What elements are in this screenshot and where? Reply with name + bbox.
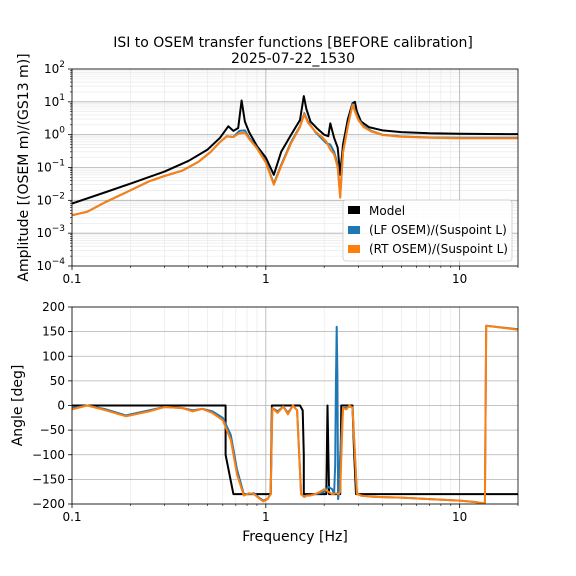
amp-ytick-base: 10: [44, 95, 59, 109]
phase-xtick-label: 1: [262, 510, 270, 524]
phase-series-rt: [72, 324, 518, 504]
legend-frame: [342, 199, 513, 262]
phase-xlabel: Frequency [Hz]: [242, 529, 348, 545]
phase-series-model: [72, 404, 518, 496]
amp-ytick-base: 10: [44, 62, 59, 76]
phase-ytick-label: 50: [50, 374, 65, 388]
amp-ytick-label: 10−3: [36, 224, 65, 240]
amp-ytick-label: 100: [44, 126, 65, 142]
amp-series-lf: [72, 103, 518, 217]
amp-ytick-exponent: 0: [59, 126, 65, 136]
amp-ytick-base: 10: [36, 161, 51, 175]
legend-label-model: Model: [369, 204, 405, 218]
figure-subtitle: 2025-07-22_1530: [231, 51, 355, 67]
amp-ytick-exponent: 1: [59, 93, 65, 103]
amp-ytick-label: 102: [44, 60, 65, 76]
amp-ytick-label: 10−1: [36, 159, 65, 175]
legend: Model (LF OSEM)/(Suspoint L) (RT OSEM)/(…: [342, 199, 513, 262]
amp-xtick-label: 10: [452, 272, 467, 286]
phase-series-lf: [72, 324, 518, 504]
phase-ytick-label: 100: [42, 349, 65, 363]
amp-ytick-exponent: −4: [52, 257, 66, 267]
legend-swatch-model: [348, 206, 360, 214]
figure-title: ISI to OSEM transfer functions [BEFORE c…: [113, 35, 473, 51]
amp-ytick-label: 10−4: [36, 257, 65, 273]
amp-series-rt: [72, 104, 518, 217]
amp-ytick-base: 10: [36, 193, 51, 207]
amp-ytick-label: 10−2: [36, 191, 65, 207]
phase-xtick-label: 10: [452, 510, 467, 524]
legend-swatch-rt: [348, 245, 360, 253]
amp-ytick-label: 101: [44, 93, 65, 109]
amp-xtick-label: 0.1: [62, 272, 81, 286]
legend-swatch-lf: [348, 226, 360, 234]
phase-series: [72, 324, 518, 504]
phase-ylabel: Angle [deg]: [10, 365, 26, 447]
amp-ytick-base: 10: [36, 259, 51, 273]
amp-ytick-exponent: −2: [52, 191, 65, 201]
amp-ytick-base: 10: [44, 128, 59, 142]
legend-label-lf: (LF OSEM)/(Suspoint L): [369, 223, 507, 237]
amp-series-model: [72, 95, 518, 205]
phase-ytick-label: −200: [32, 497, 65, 511]
phase-ytick-label: −150: [32, 472, 65, 486]
phase-panel: 0.1 1 10 200 150 100 50 0 −50 −100 −150 −200 Angle …: [10, 300, 519, 545]
phase-ytick-label: −50: [40, 423, 65, 437]
legend-label-rt: (RT OSEM)/(Suspoint L): [369, 242, 508, 256]
amp-ytick-exponent: −3: [52, 224, 65, 234]
amplitude-ylabel: Amplitude [(OSEM m)/(GS13 m)]: [16, 53, 32, 281]
phase-ytick-label: −100: [32, 448, 65, 462]
phase-ticks: 0.1 1 10 200 150 100 50 0 −50 −100 −150 −200: [32, 300, 519, 524]
phase-ytick-label: 200: [42, 300, 65, 314]
amp-ytick-base: 10: [36, 226, 51, 240]
phase-ytick-label: 150: [42, 325, 65, 339]
phase-ytick-label: 0: [57, 399, 65, 413]
amplitude-series: [72, 95, 518, 217]
amp-ytick-exponent: 2: [59, 60, 65, 70]
phase-xtick-label: 0.1: [62, 510, 81, 524]
amp-ytick-exponent: −1: [52, 159, 65, 169]
amp-xtick-label: 1: [262, 272, 270, 286]
